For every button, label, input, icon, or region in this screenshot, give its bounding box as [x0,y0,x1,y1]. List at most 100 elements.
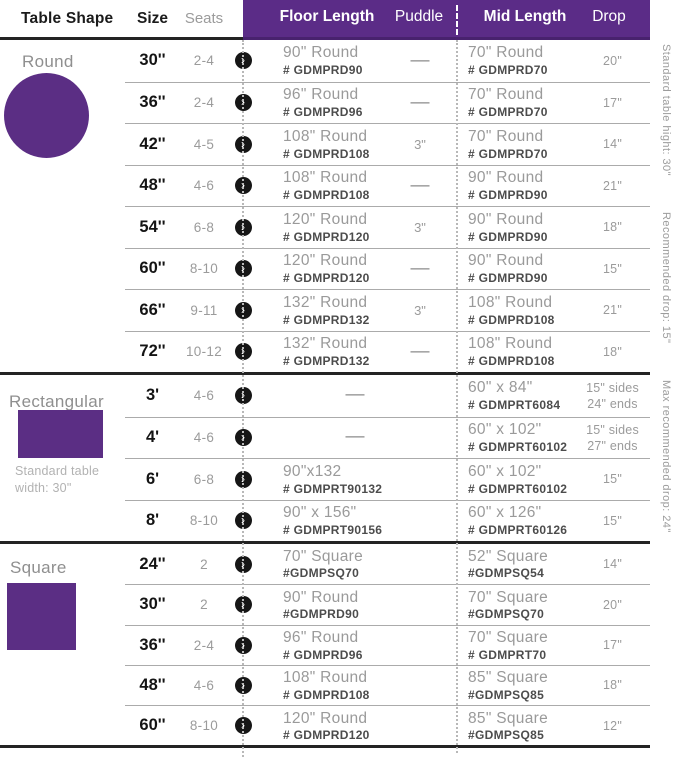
mid-length-cell: 85" Square #GDMPSQ85 [452,710,575,743]
mid-part-number: # GDMPRD108 [468,354,555,369]
shape-section: Square 24'' 2 › 70" Square #GDMPSQ70 52"… [0,541,650,749]
floor-length-cell: 96" Round # GDMPRD96 [258,86,388,119]
column-header-mid-length: Mid Length [483,8,567,26]
floor-length-cell: 90"x132 # GDMPRT90132 [258,463,388,496]
side-note-table-height: Standard table hight: 30" [660,44,672,176]
size-cell: 60'' [139,259,166,278]
mid-length-cell: 70" Square # GDMPRT70 [452,629,575,662]
shape-graphic [4,73,89,158]
mid-length-cell: 90" Round # GDMPRD90 [452,211,575,244]
floor-length-value: 90" Round [283,44,359,62]
table-row: 48'' 4-6 › 108" Round # GDMPRD108 85" Sq… [125,664,650,705]
floor-length-value: 132" Round [283,335,368,353]
floor-length-value: 96" Round [283,86,359,104]
floor-length-value: 90" Round [283,588,359,606]
floor-length-cell: 70" Square #GDMPSQ70 [258,548,388,581]
table-body: Round 30'' 2-4 › 90" Round # GDMPRD90 — … [0,40,650,749]
floor-length-cell: 120" Round # GDMPRD120 [258,252,388,285]
mid-length-cell: 60" x 102" # GDMPRT60102 [452,463,575,496]
drop-cell: 14" [603,557,622,572]
mid-length-value: 52" Square [468,547,549,565]
seats-cell: 4-6 [193,430,215,446]
drop-cell: 20" [603,53,622,68]
puddle-cell: — [410,91,430,113]
floor-part-number: # GDMPRD132 [283,354,370,369]
table-row: 54'' 6-8 › 120" Round # GDMPRD120 3" 90"… [125,206,650,248]
puddle-cell: 3" [414,136,426,152]
rows: 30'' 2-4 › 90" Round # GDMPRD90 — 70" Ro… [125,40,650,372]
table-row: 42'' 4-5 › 108" Round # GDMPRD108 3" 70"… [125,123,650,165]
mid-length-value: 70" Round [468,44,544,62]
mid-part-number: # GDMPRT6084 [468,398,561,413]
mid-part-number: #GDMPSQ85 [468,687,545,702]
seats-cell: 2-4 [193,53,215,69]
drop-cell: 15" sides 24" ends [586,380,639,411]
shape-column: Round [0,40,125,372]
chart-header: Table Shape Size Seats Floor Length Pudd… [0,0,679,40]
column-header-drop: Drop [592,8,626,26]
drop-cell: 17" [603,95,622,110]
size-cell: 24'' [139,554,166,573]
seats-cell: 2-4 [193,95,215,111]
shape-column: Rectangular Standard table width: 30" [0,375,125,541]
mid-length-value: 70" Square [468,628,549,646]
size-cell: 36'' [139,93,166,112]
mid-part-number: # GDMPRD90 [468,229,548,244]
column-header-floor-length: Floor Length [279,8,375,26]
seats-cell: 4-6 [193,388,215,404]
floor-length-value: 120" Round [283,709,368,727]
seats-cell: 6-8 [193,471,215,487]
mid-part-number: # GDMPRD90 [468,188,548,203]
size-cell: 54'' [139,217,166,236]
floor-part-number: # GDMPRD90 [283,63,363,78]
seats-cell: 4-6 [193,178,215,194]
rows: 24'' 2 › 70" Square #GDMPSQ70 52" Square… [125,544,650,745]
mid-part-number: #GDMPSQ70 [468,607,545,622]
floor-length-value: 108" Round [283,127,368,145]
mid-part-number: # GDMPRT60126 [468,523,568,538]
seats-cell: 8-10 [189,718,219,734]
mid-part-number: # GDMPRT70 [468,647,547,662]
drop-cell: 17" [603,638,622,653]
mid-part-number: # GDMPRT60102 [468,481,568,496]
shape-section: Round 30'' 2-4 › 90" Round # GDMPRD90 — … [0,40,650,372]
shape-label: Rectangular [9,392,104,411]
table-row: 4' 4-6 › — 60" x 102" # GDMPRT60102 15" … [125,416,650,459]
puddle-cell: — [410,257,430,279]
table-row: 48'' 4-6 › 108" Round # GDMPRD108 — 90" … [125,164,650,207]
column-header-size: Size [136,9,168,27]
drop-cell: 15" [603,472,622,487]
mid-part-number: # GDMPRD70 [468,146,548,161]
seats-cell: 2-4 [193,637,215,653]
drop-cell: 15" [603,261,622,276]
mid-length-value: 85" Square [468,669,549,687]
puddle-cell: — [410,49,430,71]
drop-cell: 15" [603,513,622,528]
size-cell: 48'' [139,176,166,195]
mid-length-value: 85" Square [468,709,549,727]
drop-cell: 18" [603,678,622,693]
floor-length-cell: — [258,426,452,448]
mid-length-value: 60" x 102" [468,462,542,480]
mid-part-number: #GDMPSQ85 [468,728,545,743]
drop-cell: 18" [603,344,622,359]
size-cell: 60'' [139,716,166,735]
seats-cell: 10-12 [185,344,223,360]
table-row: 3' 4-6 › — 60" x 84" # GDMPRT6084 15" si… [125,375,650,417]
shape-section: Rectangular Standard table width: 30" 3'… [0,372,650,541]
mid-length-value: 60" x 84" [468,379,533,397]
table-row: 36'' 2-4 › 96" Round # GDMPRD96 — 70" Ro… [125,81,650,124]
drop-cell: 12" [603,718,622,733]
mid-length-value: 108" Round [468,335,553,353]
shape-column: Square [0,544,125,745]
mid-length-cell: 60" x 126" # GDMPRT60126 [452,504,575,537]
floor-length-value: 120" Round [283,210,368,228]
mid-length-cell: 70" Round # GDMPRD70 [452,44,575,77]
floor-length-cell: 132" Round # GDMPRD132 [258,335,388,368]
table-row: 6' 6-8 › 90"x132 # GDMPRT90132 60" x 102… [125,458,650,500]
floor-length-value: 108" Round [283,169,368,187]
shape-label: Round [22,52,74,71]
floor-part-number: # GDMPRT90156 [283,523,383,538]
floor-length-value: 90"x132 [283,462,342,480]
